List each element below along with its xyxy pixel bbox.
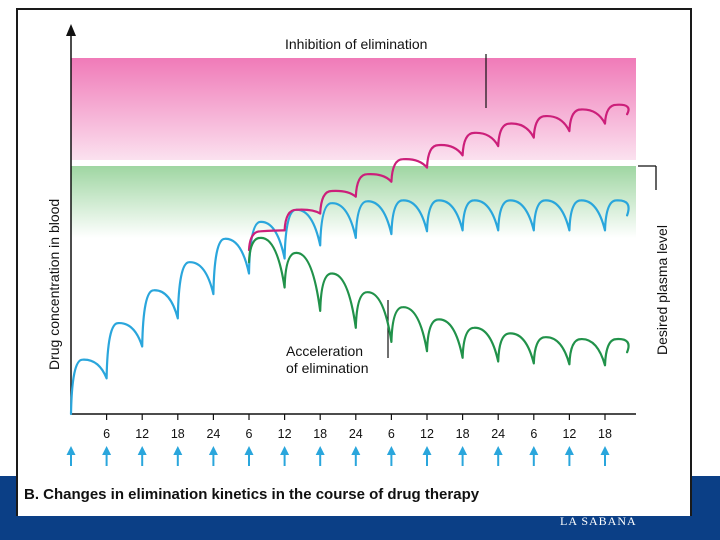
x-tick-label-14: 18: [598, 427, 612, 441]
dose-arrow-14: [564, 446, 574, 466]
y-axis-arrow: [66, 24, 76, 36]
y-axis-label: Drug concentration in blood: [46, 199, 62, 370]
dose-arrow-13: [529, 446, 539, 466]
caption-bar: [18, 482, 690, 516]
dose-arrow-2: [137, 446, 147, 466]
dose-arrow-7: [315, 446, 325, 466]
inhibition-label: Inhibition of elimination: [285, 36, 427, 52]
tick-layer: 6 12 18 24 6 12 18 24 6 12 18 24 6 12 18: [103, 414, 612, 441]
dose-arrow-15: [600, 446, 610, 466]
dose-arrow-8: [351, 446, 361, 466]
dose-arrow-11: [458, 446, 468, 466]
dose-arrow-4: [208, 446, 218, 466]
dose-arrow-5: [244, 446, 254, 466]
x-tick-label-0: 6: [103, 427, 110, 441]
dose-arrow-10: [422, 446, 432, 466]
acceleration-label-2: of elimination: [286, 360, 369, 376]
x-tick-label-11: 24: [491, 427, 505, 441]
dose-arrow-0: [66, 446, 76, 466]
x-tick-label-2: 18: [171, 427, 185, 441]
series-layer: [69, 103, 630, 416]
series-line-2: [247, 236, 630, 367]
x-tick-label-5: 12: [278, 427, 292, 441]
dose-arrow-3: [173, 446, 183, 466]
dose-arrow-12: [493, 446, 503, 466]
x-tick-label-8: 6: [388, 427, 395, 441]
series-line-1: [247, 103, 630, 252]
x-tick-label-13: 12: [562, 427, 576, 441]
desired-level-label: Desired plasma level: [654, 225, 670, 355]
university-logo: LA SABANA: [560, 514, 637, 528]
acceleration-label-1: Acceleration: [286, 343, 363, 359]
x-tick-label-6: 18: [313, 427, 327, 441]
x-tick-label-4: 6: [246, 427, 253, 441]
x-tick-label-3: 24: [206, 427, 220, 441]
inhibition-band: [71, 58, 636, 160]
dose-arrow-1: [102, 446, 112, 466]
figure-caption: B. Changes in elimination kinetics in th…: [24, 486, 480, 503]
x-tick-label-7: 24: [349, 427, 363, 441]
dose-arrow-9: [386, 446, 396, 466]
x-tick-label-1: 12: [135, 427, 149, 441]
dose-arrow-layer: [66, 446, 610, 466]
series-line-0: [69, 199, 630, 416]
x-tick-label-9: 12: [420, 427, 434, 441]
x-tick-label-10: 18: [456, 427, 470, 441]
x-tick-label-12: 6: [530, 427, 537, 441]
dose-arrow-6: [280, 446, 290, 466]
